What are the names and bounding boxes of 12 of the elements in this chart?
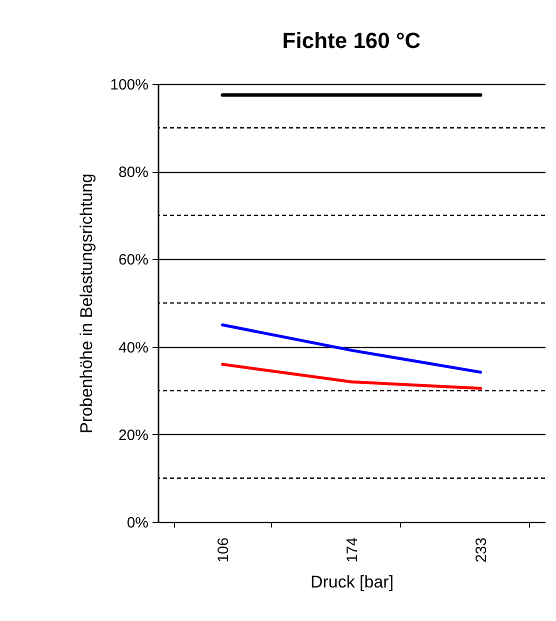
x-tick-label: 233 xyxy=(473,538,490,563)
x-tick-label: 106 xyxy=(215,538,232,563)
y-tick-label: 80% xyxy=(118,164,148,182)
x-tick-label: 174 xyxy=(344,538,361,563)
y-tick-label: 0% xyxy=(126,514,148,532)
x-axis-title: Druck [bar] xyxy=(310,572,394,592)
y-tick-label: 60% xyxy=(118,252,148,269)
y-tick-label: 20% xyxy=(118,426,148,444)
y-tick-label: 100% xyxy=(110,76,148,94)
y-tick-label: 40% xyxy=(118,339,148,356)
y-axis-title: Probenhöhe in Belastungsrichtung xyxy=(77,174,96,434)
chart-title: Fichte 160 °C xyxy=(282,28,421,53)
